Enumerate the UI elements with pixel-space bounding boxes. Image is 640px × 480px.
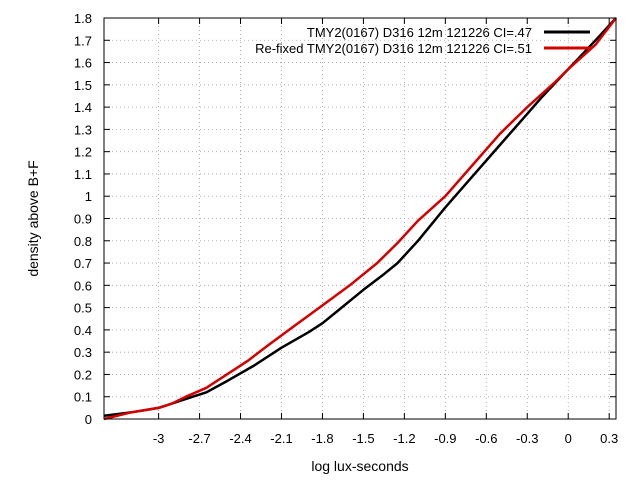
y-tick-label: 0.7 <box>74 256 92 271</box>
x-tick-label: -1.8 <box>311 431 333 446</box>
y-axis-title: density above B+F <box>25 160 41 276</box>
y-tick-label: 1.1 <box>74 167 92 182</box>
x-tick-label: -0.3 <box>516 431 538 446</box>
y-tick-label: 1.6 <box>74 56 92 71</box>
x-tick-label: -2.7 <box>188 431 210 446</box>
x-tick-label: -2.1 <box>270 431 292 446</box>
y-tick-label: 1 <box>85 189 92 204</box>
x-tick-label: 0.3 <box>600 431 618 446</box>
y-tick-label: 0.1 <box>74 390 92 405</box>
series-line <box>103 17 617 421</box>
series-line <box>103 17 617 417</box>
x-tick-label: -2.4 <box>229 431 251 446</box>
y-tick-label: 1.5 <box>74 78 92 93</box>
x-tick-label: -0.6 <box>475 431 497 446</box>
x-tick-labels: -3 -2.7 -2.4 -2.1 -1.8 -1.5 -1.2 -0.9 -0.6 -0.3 0 0… <box>153 431 618 446</box>
x-tick-label: 0 <box>565 431 572 446</box>
x-tick-label: -1.2 <box>393 431 415 446</box>
x-tick-label: -3 <box>153 431 165 446</box>
series-layer <box>103 17 617 421</box>
y-tick-label: 0.5 <box>74 301 92 316</box>
legend: TMY2(0167) D316 12m 121226 CI=.47 Re-fix… <box>255 25 590 56</box>
legend-label: TMY2(0167) D316 12m 121226 CI=.47 <box>307 25 532 40</box>
y-tick-label: 0.3 <box>74 345 92 360</box>
legend-label: Re-fixed TMY2(0167) D316 12m 121226 CI=.… <box>255 41 532 56</box>
x-tick-label: -0.9 <box>434 431 456 446</box>
y-tick-label: 1.3 <box>74 122 92 137</box>
y-tick-label: 1.2 <box>74 145 92 160</box>
y-tick-label: 1.7 <box>74 33 92 48</box>
axis-ticks <box>104 17 616 420</box>
y-tick-label: 1.4 <box>74 100 92 115</box>
y-tick-labels: 0 0.1 0.2 0.3 0.4 0.5 0.6 0.7 0.8 0.9 1 1.1 1.2 1.3 1.… <box>74 11 92 427</box>
y-tick-label: 0.2 <box>74 367 92 382</box>
y-tick-label: 0 <box>85 412 92 427</box>
y-tick-label: 0.4 <box>74 323 92 338</box>
y-tick-label: 0.8 <box>74 234 92 249</box>
x-axis-title: log lux-seconds <box>311 458 408 474</box>
y-tick-label: 1.8 <box>74 11 92 26</box>
y-tick-label: 0.9 <box>74 212 92 227</box>
grid <box>104 18 616 419</box>
x-tick-label: -1.5 <box>352 431 374 446</box>
y-tick-label: 0.6 <box>74 278 92 293</box>
